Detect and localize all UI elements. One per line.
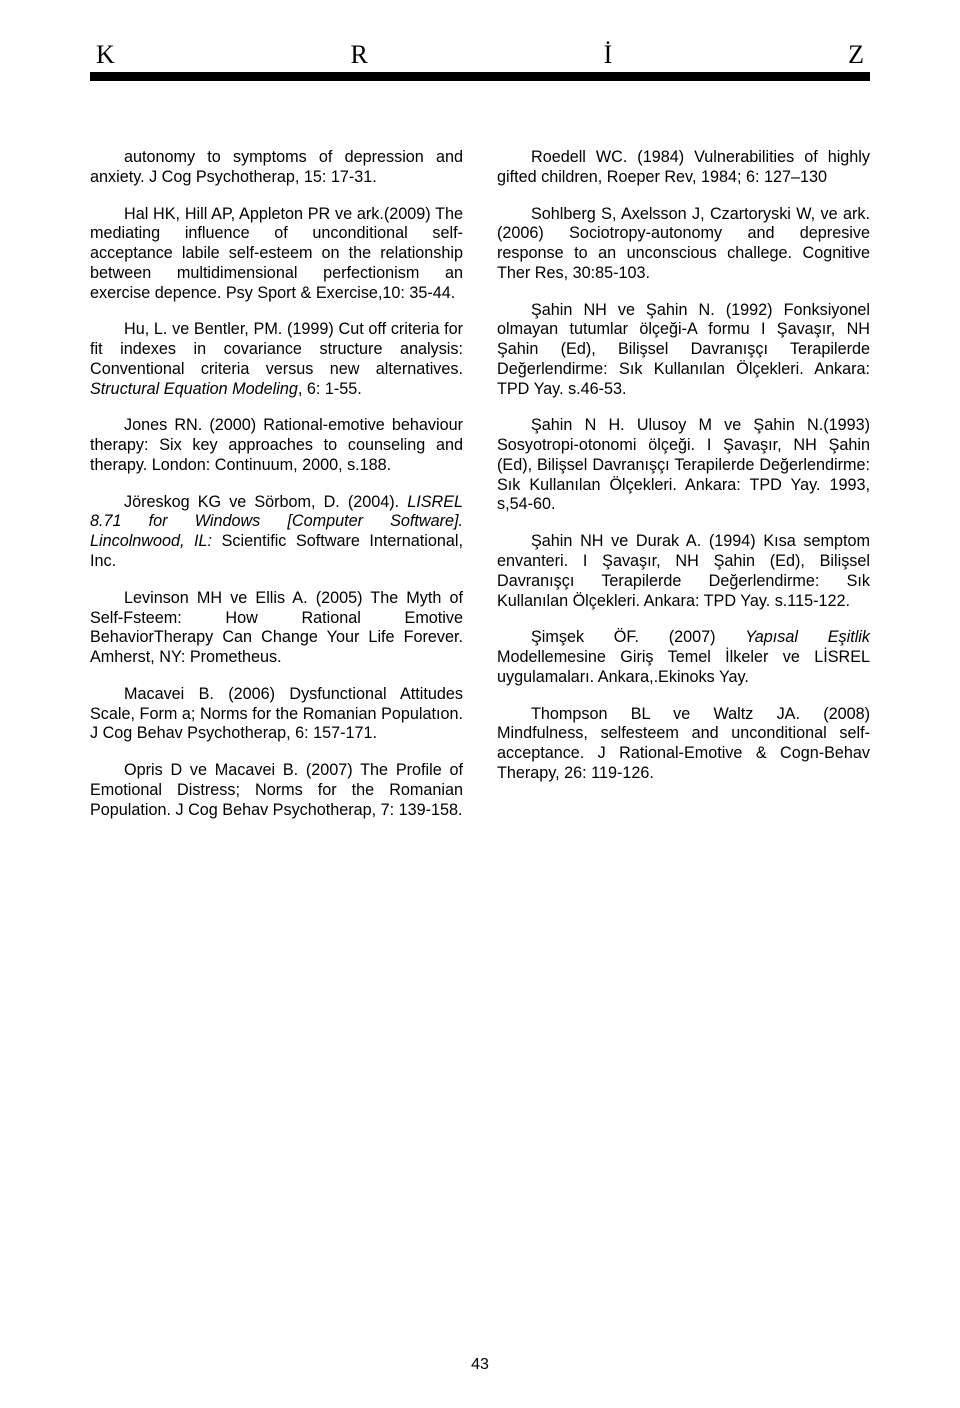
left-column: autonomy to symptoms of depression and a… [90,148,463,837]
header-letter: K [96,40,115,70]
page: K R İ Z autonomy to symptoms of depressi… [0,0,960,1408]
page-number: 43 [0,1356,960,1374]
content-columns: autonomy to symptoms of depression and a… [90,148,870,837]
journal-header: K R İ Z [90,40,870,78]
reference-entry: autonomy to symptoms of depression and a… [90,148,463,188]
right-column: Roedell WC. (1984) Vulnerabilities of hi… [497,148,870,837]
reference-entry: Şahin NH ve Durak A. (1994) Kısa semptom… [497,532,870,611]
reference-entry: Jones RN. (2000) Rational-emotive behavi… [90,416,463,475]
header-letter: R [351,40,368,70]
reference-entry: Şimşek ÖF. (2007) Yapısal Eşitlik Modell… [497,628,870,687]
header-letter: Z [848,40,864,70]
reference-entry: Hal HK, Hill AP, Appleton PR ve ark.(200… [90,205,463,304]
reference-entry: Şahin NH ve Şahin N. (1992) Fonksiyonel … [497,301,870,400]
header-letter: İ [604,40,613,70]
reference-entry: Jöreskog KG ve Sörbom, D. (2004). LISREL… [90,493,463,572]
reference-entry: Macavei B. (2006) Dysfunctional Attitude… [90,685,463,744]
header-rule [90,72,870,81]
reference-entry: Thompson BL ve Waltz JA. (2008) Mindfuln… [497,705,870,784]
header-letters: K R İ Z [90,40,870,70]
reference-entry: Şahin N H. Ulusoy M ve Şahin N.(1993) So… [497,416,870,515]
reference-entry: Levinson MH ve Ellis A. (2005) The Myth … [90,589,463,668]
reference-entry: Opris D ve Macavei B. (2007) The Profile… [90,761,463,820]
reference-entry: Sohlberg S, Axelsson J, Czartoryski W, v… [497,205,870,284]
reference-entry: Hu, L. ve Bentler, PM. (1999) Cut off cr… [90,320,463,399]
reference-entry: Roedell WC. (1984) Vulnerabilities of hi… [497,148,870,188]
